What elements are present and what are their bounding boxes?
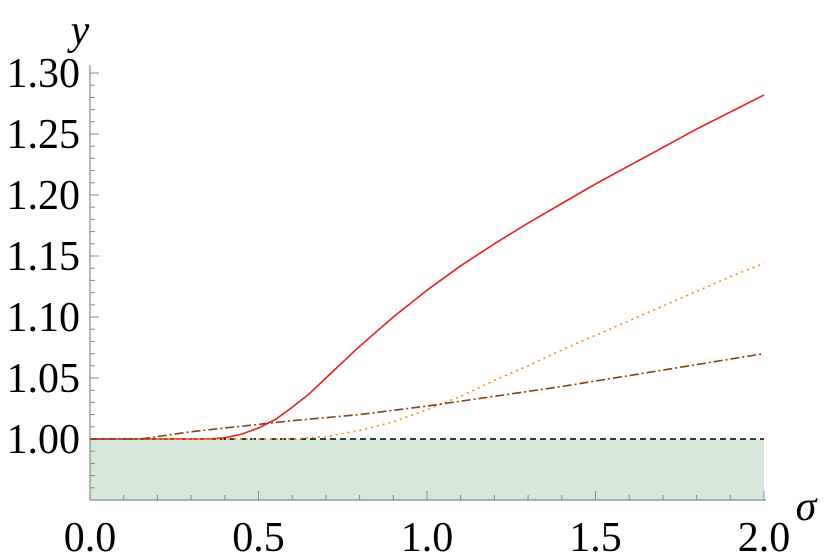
shaded-region [90,439,764,500]
x-tick-label: 2.0 [738,515,791,559]
y-tick-label: 1.15 [7,234,81,280]
y-tick-label: 1.25 [7,112,81,158]
y-tick-label: 1.10 [7,295,81,341]
x-tick-label: 1.5 [569,515,622,559]
shaded-region-layer [90,439,764,500]
y-axis-title: y [67,8,90,54]
x-tick-label: 0.5 [232,515,285,559]
y-tick-label: 1.05 [7,356,81,402]
y-tick-label: 1.20 [7,173,81,219]
series-line-dotted [90,262,765,440]
x-tick-label: 0.0 [64,515,117,559]
y-tick-label: 1.00 [7,417,81,463]
y-tick-label: 1.30 [7,51,81,97]
axes-layer [89,65,766,501]
series-layer [90,94,765,440]
tick-labels-layer: 0.0 0.5 1.0 1.5 2.0 1.00 1.05 1.10 1.15 1.20 1.25 1… [7,51,791,559]
x-tick-label: 1.0 [401,515,454,559]
series-line-solid [90,94,765,440]
x-axis-title: σ [796,484,819,530]
series-line-dashdot [90,352,765,440]
